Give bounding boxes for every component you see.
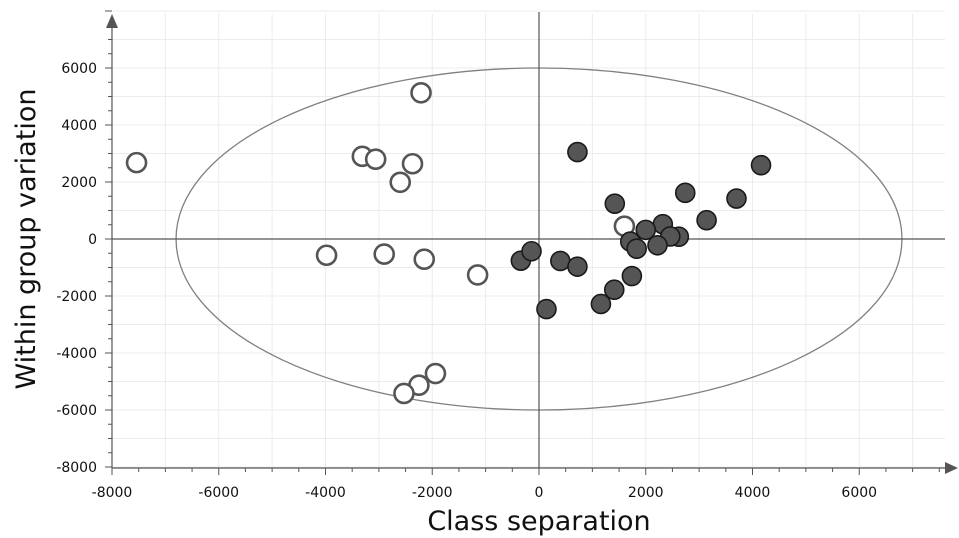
open-data-point bbox=[424, 362, 447, 385]
filled-data-point bbox=[550, 250, 571, 272]
y-tick-label: 6000 bbox=[61, 61, 97, 77]
y-tick-label: 0 bbox=[88, 232, 97, 248]
filled-data-point bbox=[674, 182, 696, 204]
x-tick-label: -4000 bbox=[305, 485, 346, 501]
filled-data-point bbox=[696, 209, 717, 231]
filled-data-point bbox=[604, 193, 626, 214]
y-tick-label: 2000 bbox=[61, 175, 97, 191]
open-data-point bbox=[315, 244, 338, 267]
x-tick-label: 4000 bbox=[735, 485, 771, 501]
filled-data-point bbox=[635, 219, 657, 241]
x-tick-label: -6000 bbox=[198, 485, 239, 501]
open-data-point bbox=[413, 248, 436, 271]
filled-data-point bbox=[590, 293, 612, 315]
filled-data-point bbox=[750, 154, 772, 176]
open-data-point bbox=[466, 264, 489, 286]
x-axis-title: Class separation bbox=[427, 506, 650, 537]
filled-data-point bbox=[647, 234, 668, 256]
y-tick-label: -8000 bbox=[56, 460, 97, 476]
y-axis-arrow bbox=[106, 14, 118, 28]
open-data-point bbox=[401, 152, 424, 175]
open-data-point bbox=[125, 151, 148, 174]
y-tick-label: 4000 bbox=[61, 118, 97, 134]
filled-data-point bbox=[603, 279, 625, 301]
open-data-point bbox=[393, 382, 415, 405]
open-data-point bbox=[410, 81, 432, 104]
filled-data-point bbox=[726, 188, 747, 209]
filled-data-point bbox=[521, 240, 542, 262]
open-data-point bbox=[389, 171, 412, 194]
open-data-point bbox=[373, 243, 396, 265]
y-tick-label: -4000 bbox=[56, 346, 97, 362]
axes bbox=[105, 10, 958, 475]
open-data-point bbox=[364, 148, 387, 170]
x-axis-arrow bbox=[945, 462, 958, 474]
x-tick-label: -8000 bbox=[92, 485, 133, 501]
x-tick-label: 2000 bbox=[628, 485, 664, 501]
filled-data-point bbox=[567, 256, 588, 277]
x-tick-label: -2000 bbox=[412, 485, 453, 501]
filled-data-point bbox=[621, 265, 643, 287]
y-axis-title: Within group variation bbox=[11, 89, 42, 390]
data-points bbox=[125, 81, 772, 405]
tick-labels: -8000 -6000 -4000 -2000 0 2000 4000 6000 -8000 -6… bbox=[56, 61, 877, 501]
x-tick-label: 6000 bbox=[841, 485, 877, 501]
filled-data-point bbox=[567, 141, 588, 163]
filled-data-point bbox=[536, 298, 557, 320]
y-tick-label: -2000 bbox=[56, 289, 97, 305]
y-tick-label: -6000 bbox=[56, 403, 97, 419]
x-tick-label: 0 bbox=[535, 485, 544, 501]
filled-data-point bbox=[626, 238, 647, 259]
